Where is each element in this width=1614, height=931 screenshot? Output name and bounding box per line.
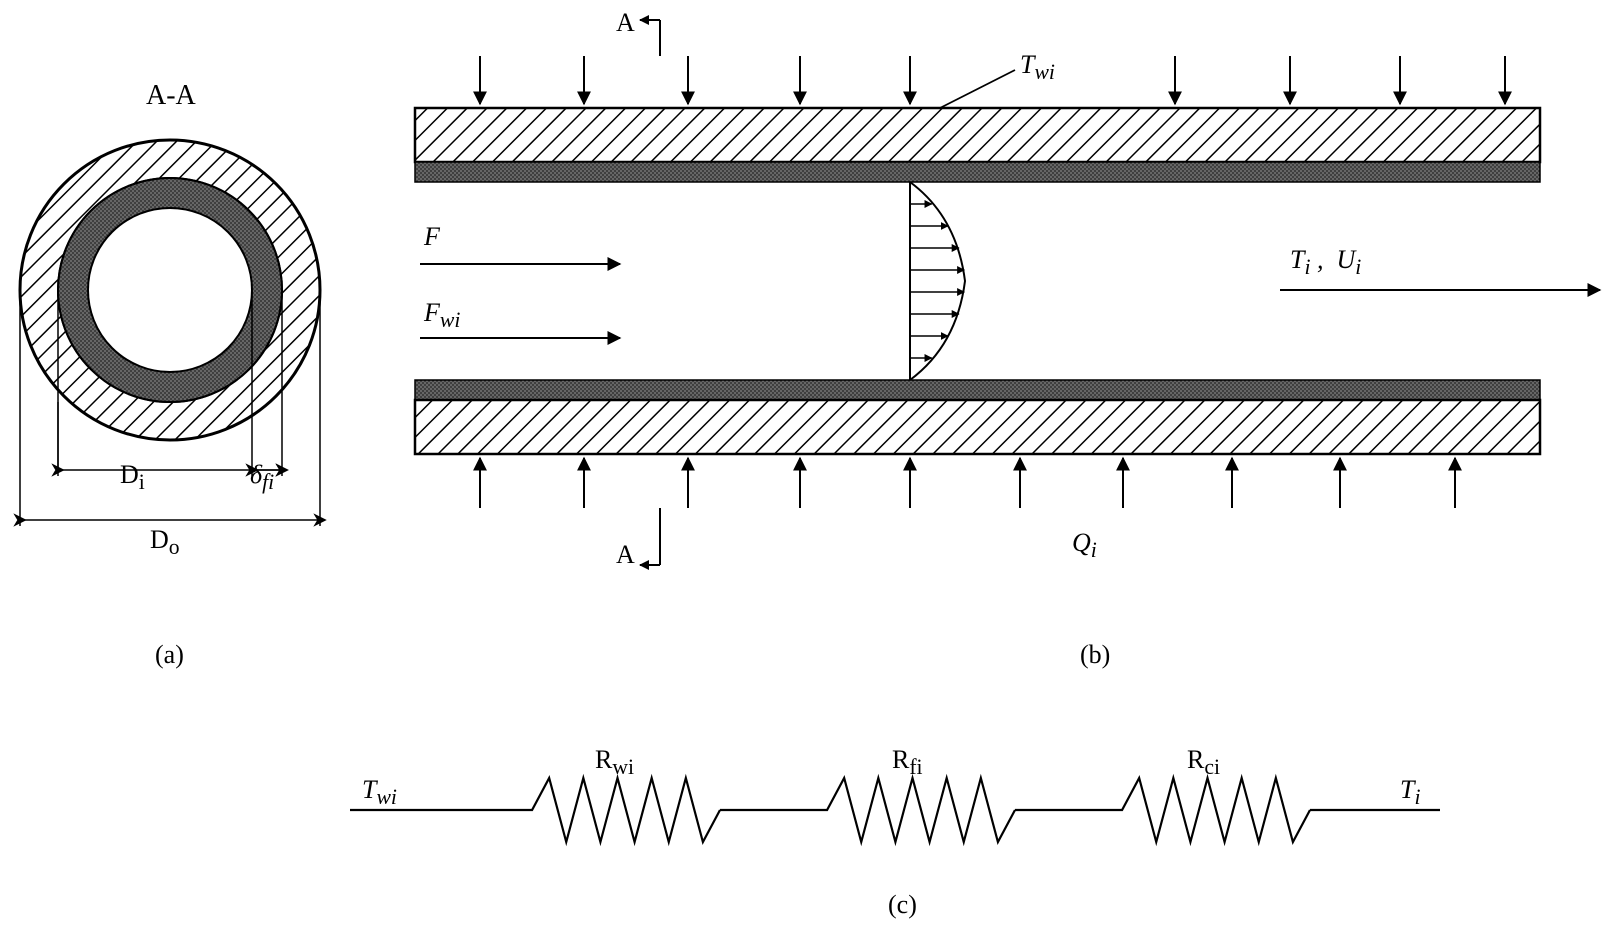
label-Ti-Ui: Ti , Ui [1290, 245, 1361, 280]
part-b-longitudinal [415, 20, 1600, 565]
label-Fwi: Fwi [424, 298, 460, 333]
label-c-Ti: Ti [1400, 775, 1421, 810]
caption-c: (c) [888, 890, 917, 920]
label-delta-fi: δfi [250, 460, 274, 495]
diagram-svg [0, 0, 1614, 931]
label-Do: Do [150, 525, 180, 560]
caption-a: (a) [155, 640, 184, 670]
label-F: F [424, 222, 440, 252]
label-Qi: Qi [1072, 528, 1097, 563]
section-title-aa: A-A [146, 80, 196, 112]
label-c-Twi: Twi [362, 775, 397, 810]
label-A-top: A [616, 8, 635, 38]
caption-b: (b) [1080, 640, 1110, 670]
diagram-canvas: A-A Do Di δfi (a) A A Twi F Fwi Ti , Ui … [0, 0, 1614, 931]
label-Di: Di [120, 460, 145, 495]
label-c-Rwi: Rwi [595, 745, 634, 780]
label-Twi-top: Twi [1020, 50, 1055, 85]
label-c-Rfi: Rfi [892, 745, 923, 780]
label-c-Rci: Rci [1187, 745, 1220, 780]
part-a-cross-section [20, 140, 320, 526]
part-c-resistance-network [350, 778, 1440, 842]
label-A-bottom: A [616, 540, 635, 570]
